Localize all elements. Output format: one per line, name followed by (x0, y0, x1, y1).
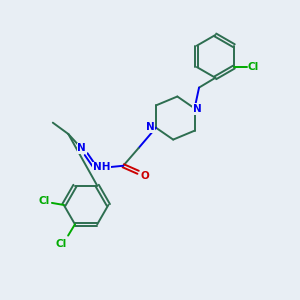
Text: N: N (146, 122, 155, 132)
Text: O: O (141, 171, 150, 181)
Text: N: N (77, 143, 86, 153)
Text: NH: NH (93, 162, 110, 172)
Text: Cl: Cl (247, 62, 258, 72)
Text: Cl: Cl (56, 238, 67, 249)
Text: Cl: Cl (38, 196, 50, 206)
Text: N: N (193, 104, 201, 114)
